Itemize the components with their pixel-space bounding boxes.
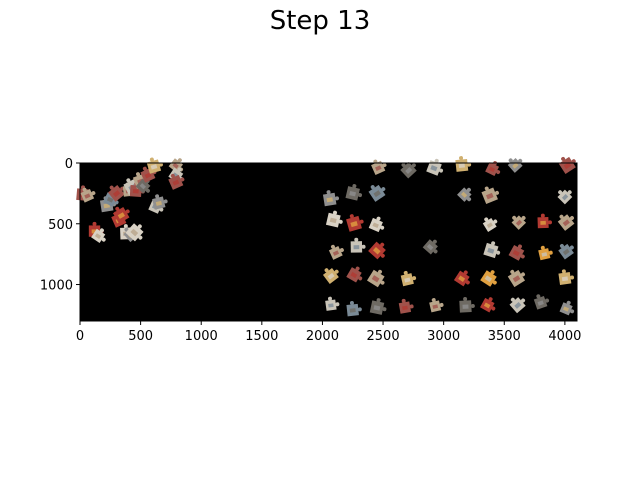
y-axis: 0 500 1000 bbox=[40, 157, 80, 294]
x-tick-label: 3500 bbox=[488, 329, 521, 344]
loose-puzzle-piece[interactable] bbox=[506, 265, 528, 288]
loose-puzzle-piece[interactable] bbox=[509, 210, 528, 230]
loose-puzzle-piece[interactable] bbox=[368, 215, 388, 234]
y-tick-label: 1000 bbox=[40, 279, 73, 294]
figure-title: Step 13 bbox=[269, 6, 371, 36]
x-tick-label: 2000 bbox=[306, 329, 339, 344]
loose-puzzle-piece[interactable] bbox=[457, 185, 476, 204]
loose-puzzle-piece[interactable] bbox=[322, 189, 340, 207]
loose-puzzle-piece[interactable] bbox=[485, 159, 504, 178]
loose-puzzle-piece[interactable] bbox=[345, 183, 364, 202]
loose-puzzle-piece[interactable] bbox=[537, 244, 553, 261]
assembled-puzzle-piece[interactable] bbox=[151, 192, 169, 210]
assembled-puzzle-piece[interactable] bbox=[106, 180, 128, 202]
loose-puzzle-piece[interactable] bbox=[400, 269, 417, 287]
loose-puzzle-piece[interactable] bbox=[481, 213, 500, 232]
x-tick-label: 500 bbox=[128, 329, 153, 344]
loose-puzzle-piece[interactable] bbox=[366, 267, 389, 289]
loose-puzzle-piece[interactable] bbox=[346, 300, 362, 317]
loose-puzzle-piece[interactable] bbox=[398, 157, 419, 179]
loose-puzzle-piece[interactable] bbox=[346, 264, 366, 284]
loose-puzzle-piece[interactable] bbox=[455, 155, 472, 172]
loose-puzzle-piece[interactable] bbox=[557, 152, 579, 174]
loose-puzzle-piece[interactable] bbox=[428, 296, 444, 313]
loose-puzzle-piece[interactable] bbox=[325, 296, 340, 311]
loose-puzzle-piece[interactable] bbox=[350, 237, 366, 253]
loose-puzzle-piece[interactable] bbox=[508, 242, 530, 263]
x-tick-label: 2500 bbox=[367, 329, 400, 344]
loose-puzzle-piece[interactable] bbox=[345, 212, 365, 232]
loose-puzzle-piece[interactable] bbox=[325, 209, 345, 228]
loose-puzzle-piece[interactable] bbox=[558, 268, 575, 285]
loose-puzzle-piece[interactable] bbox=[367, 180, 389, 202]
y-tick-label: 0 bbox=[65, 157, 73, 172]
loose-puzzle-piece[interactable] bbox=[559, 299, 578, 317]
loose-puzzle-piece[interactable] bbox=[505, 153, 525, 173]
loose-puzzle-piece[interactable] bbox=[483, 240, 503, 260]
loose-puzzle-piece[interactable] bbox=[426, 157, 446, 177]
loose-puzzle-piece[interactable] bbox=[327, 241, 345, 260]
assembled-puzzle-piece[interactable] bbox=[111, 202, 132, 224]
loose-puzzle-piece[interactable] bbox=[480, 183, 501, 205]
loose-puzzle-piece[interactable] bbox=[507, 292, 528, 314]
x-tick-label: 4000 bbox=[548, 329, 581, 344]
loose-puzzle-piece[interactable] bbox=[321, 263, 342, 284]
loose-puzzle-piece[interactable] bbox=[459, 297, 475, 313]
loose-puzzle-piece[interactable] bbox=[480, 267, 501, 288]
loose-puzzle-piece[interactable] bbox=[398, 297, 414, 314]
loose-puzzle-piece[interactable] bbox=[369, 297, 389, 316]
loose-puzzle-piece[interactable] bbox=[422, 237, 443, 257]
assembled-puzzle-piece[interactable] bbox=[91, 226, 110, 245]
loose-puzzle-piece[interactable] bbox=[555, 185, 575, 205]
loose-puzzle-piece[interactable] bbox=[480, 295, 499, 314]
loose-puzzle-piece[interactable] bbox=[533, 292, 551, 310]
x-tick-label: 1500 bbox=[245, 329, 278, 344]
x-axis: 0 500 1000 1500 2000 2500 3000 3500 4000 bbox=[76, 321, 581, 344]
loose-puzzle-piece[interactable] bbox=[453, 268, 475, 289]
loose-puzzle-piece[interactable] bbox=[368, 239, 391, 262]
assembled-puzzle-piece[interactable] bbox=[125, 221, 148, 244]
assembled-puzzle-piece[interactable] bbox=[167, 170, 187, 190]
assembled-puzzle-piece[interactable] bbox=[79, 184, 97, 203]
puzzle-board-canvas[interactable] bbox=[80, 163, 577, 321]
loose-puzzle-piece[interactable] bbox=[537, 213, 553, 229]
x-tick-label: 0 bbox=[76, 329, 84, 344]
loose-puzzle-piece[interactable] bbox=[556, 239, 577, 260]
board-frame bbox=[79, 162, 578, 322]
puzzle-pieces-layer bbox=[76, 152, 579, 317]
loose-puzzle-piece[interactable] bbox=[556, 209, 578, 231]
y-tick-label: 500 bbox=[48, 218, 73, 233]
x-tick-label: 3000 bbox=[427, 329, 460, 344]
x-tick-label: 1000 bbox=[185, 329, 218, 344]
assembled-puzzle-piece[interactable] bbox=[135, 176, 156, 196]
